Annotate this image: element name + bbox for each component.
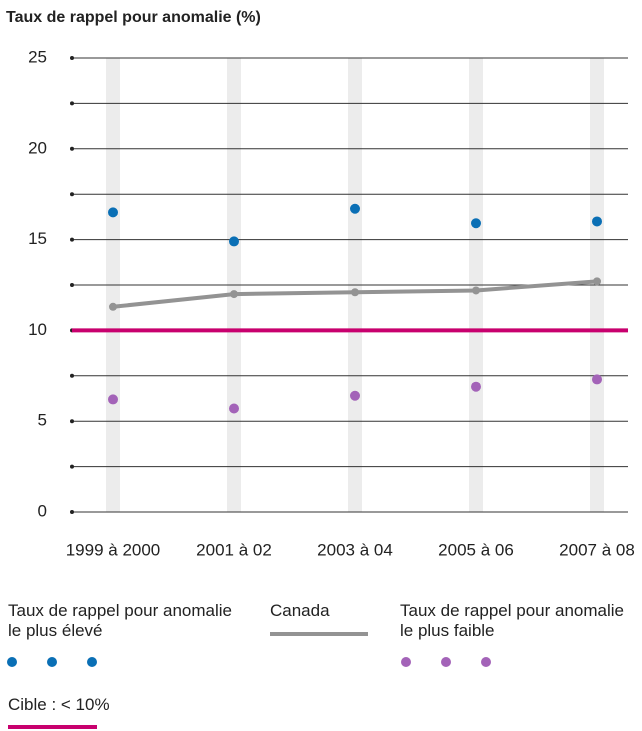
line-point (351, 288, 359, 297)
tick-mark (70, 373, 74, 378)
y-tick-label: 15 (28, 229, 47, 248)
point (108, 394, 118, 405)
tick-mark (70, 419, 74, 424)
x-tick-label: 2005 à 06 (438, 540, 514, 559)
tick-mark (70, 510, 74, 514)
y-tick-label: 20 (28, 138, 47, 157)
point (592, 374, 602, 385)
tick-mark (70, 192, 74, 197)
line-point (472, 286, 480, 295)
tick-mark (70, 464, 74, 469)
point (350, 390, 360, 401)
point (108, 207, 118, 218)
x-tick-label: 2007 à 08 (559, 540, 635, 559)
line-point (593, 277, 601, 286)
legend-label: Canada (270, 601, 330, 620)
x-tick-label: 2003 à 04 (317, 540, 393, 559)
point (229, 236, 239, 247)
legend-swatch (441, 657, 451, 667)
point (471, 218, 481, 229)
chart-title: Taux de rappel pour anomalie (%) (6, 9, 261, 26)
tick-mark (70, 101, 74, 106)
point (229, 403, 239, 414)
y-tick-label: 0 (38, 501, 47, 520)
legend-label: Taux de rappel pour anomalie le plus fai… (400, 601, 624, 640)
legend-swatch (481, 657, 491, 667)
tick-mark (70, 283, 74, 287)
legend-swatch (401, 657, 411, 667)
legend-label: Taux de rappel pour anomalie le plus éle… (8, 601, 232, 640)
y-tick-label: 25 (28, 47, 47, 66)
line-point (230, 290, 238, 299)
tick-mark (70, 237, 74, 242)
y-tick-label: 5 (38, 411, 47, 430)
legend-label: Cible : < 10% (8, 695, 110, 714)
tick-mark (70, 56, 74, 60)
tick-mark (70, 146, 74, 151)
y-tick-label: 10 (28, 320, 47, 339)
point (350, 203, 360, 214)
point (471, 381, 481, 392)
line-point (109, 302, 117, 311)
x-tick-label: 2001 à 02 (196, 540, 272, 559)
legend-swatch (47, 657, 57, 667)
x-tick-label: 1999 à 2000 (66, 540, 161, 559)
point (592, 216, 602, 227)
legend-swatch (7, 657, 17, 667)
legend-swatch (87, 657, 97, 667)
